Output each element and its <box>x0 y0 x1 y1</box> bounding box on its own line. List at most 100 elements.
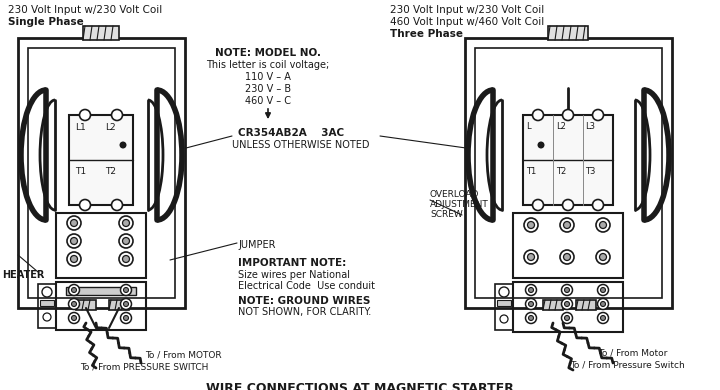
Bar <box>548 26 588 40</box>
Bar <box>28 48 175 298</box>
Text: 230 Volt Input w/230 Volt Coil: 230 Volt Input w/230 Volt Coil <box>8 5 162 15</box>
Circle shape <box>593 200 603 211</box>
Text: IMPORTANT NOTE:: IMPORTANT NOTE: <box>238 258 346 268</box>
Circle shape <box>112 110 122 121</box>
Bar <box>38 284 56 328</box>
Text: T2: T2 <box>105 167 116 176</box>
Circle shape <box>124 316 128 321</box>
Text: UNLESS OTHERWISE NOTED: UNLESS OTHERWISE NOTED <box>232 140 369 150</box>
Circle shape <box>124 301 128 307</box>
Text: To / From MOTOR: To / From MOTOR <box>145 350 222 359</box>
Circle shape <box>119 252 133 266</box>
Circle shape <box>120 284 132 296</box>
Circle shape <box>598 312 608 323</box>
Bar <box>66 287 136 295</box>
Circle shape <box>526 298 536 310</box>
Circle shape <box>526 312 536 323</box>
Text: CR354AB2A    3AC: CR354AB2A 3AC <box>238 128 344 138</box>
Bar <box>109 300 129 310</box>
Circle shape <box>67 234 81 248</box>
Text: T1: T1 <box>526 167 536 176</box>
Text: OVERLOAD: OVERLOAD <box>430 190 480 199</box>
Circle shape <box>524 218 538 232</box>
Circle shape <box>67 252 81 266</box>
Bar <box>513 282 623 332</box>
Text: SCREW: SCREW <box>430 210 463 219</box>
Circle shape <box>68 312 79 323</box>
Text: 110 V – A: 110 V – A <box>245 72 291 82</box>
Text: L3: L3 <box>585 122 595 131</box>
Circle shape <box>538 142 544 149</box>
Bar <box>69 115 133 205</box>
Text: Electrical Code  Use conduit: Electrical Code Use conduit <box>238 281 375 291</box>
Circle shape <box>562 312 572 323</box>
Circle shape <box>500 315 508 323</box>
Text: T1: T1 <box>75 167 86 176</box>
Circle shape <box>71 301 76 307</box>
Circle shape <box>71 220 78 227</box>
Circle shape <box>71 316 76 321</box>
Text: 230 Volt Input w/230 Volt Coil: 230 Volt Input w/230 Volt Coil <box>390 5 544 15</box>
Circle shape <box>120 142 127 149</box>
Circle shape <box>560 250 574 264</box>
Text: Size wires per National: Size wires per National <box>238 270 350 280</box>
Text: L1: L1 <box>75 123 86 132</box>
Circle shape <box>596 250 610 264</box>
Circle shape <box>600 316 606 321</box>
Text: L2: L2 <box>556 122 566 131</box>
Circle shape <box>598 284 608 296</box>
Text: To / From Motor: To / From Motor <box>598 348 667 357</box>
Circle shape <box>596 218 610 232</box>
Bar <box>495 284 513 330</box>
Text: NOTE: GROUND WIRES: NOTE: GROUND WIRES <box>238 296 370 306</box>
Circle shape <box>562 298 572 310</box>
Bar <box>40 300 54 306</box>
Circle shape <box>499 287 509 297</box>
Circle shape <box>71 255 78 262</box>
Circle shape <box>526 284 536 296</box>
Circle shape <box>533 200 544 211</box>
Circle shape <box>119 216 133 230</box>
Circle shape <box>598 298 608 310</box>
Text: L2: L2 <box>105 123 116 132</box>
Circle shape <box>122 220 130 227</box>
Bar <box>513 213 623 278</box>
Circle shape <box>42 287 52 297</box>
Text: Three Phase: Three Phase <box>390 29 463 39</box>
Circle shape <box>600 287 606 292</box>
Bar <box>83 26 119 40</box>
Circle shape <box>528 301 534 307</box>
Circle shape <box>600 254 606 261</box>
Circle shape <box>562 200 574 211</box>
Circle shape <box>562 284 572 296</box>
Text: T3: T3 <box>585 167 595 176</box>
Text: NOTE: MODEL NO.: NOTE: MODEL NO. <box>215 48 321 58</box>
Circle shape <box>122 238 130 245</box>
Text: 230 V – B: 230 V – B <box>245 84 291 94</box>
Circle shape <box>560 218 574 232</box>
Circle shape <box>122 255 130 262</box>
Circle shape <box>120 312 132 323</box>
Text: WIRE CONNECTIONS AT MAGNETIC STARTER: WIRE CONNECTIONS AT MAGNETIC STARTER <box>206 382 514 390</box>
Text: T2: T2 <box>556 167 566 176</box>
Circle shape <box>79 110 91 121</box>
Circle shape <box>524 250 538 264</box>
Bar <box>523 115 613 205</box>
Circle shape <box>43 313 51 321</box>
Circle shape <box>79 200 91 211</box>
Circle shape <box>71 238 78 245</box>
Circle shape <box>564 254 570 261</box>
Bar <box>56 213 146 278</box>
Circle shape <box>528 222 534 229</box>
Text: This letter is coil voltage;: This letter is coil voltage; <box>207 60 330 70</box>
Text: To / From Pressure Switch: To / From Pressure Switch <box>570 361 685 370</box>
Circle shape <box>564 287 570 292</box>
Text: HEATER: HEATER <box>2 270 45 280</box>
Circle shape <box>71 287 76 292</box>
Bar <box>18 38 185 308</box>
Text: NOT SHOWN, FOR CLARITY.: NOT SHOWN, FOR CLARITY. <box>238 307 372 317</box>
Circle shape <box>119 234 133 248</box>
Bar <box>475 48 662 298</box>
Circle shape <box>600 301 606 307</box>
Circle shape <box>593 110 603 121</box>
